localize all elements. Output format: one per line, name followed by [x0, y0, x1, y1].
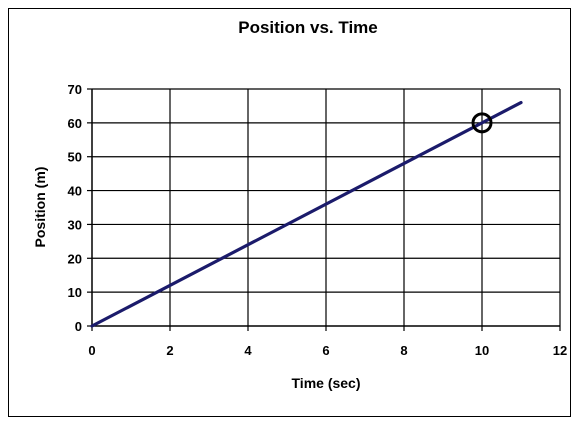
- y-tick-label: 50: [68, 150, 82, 165]
- axes: [87, 88, 561, 331]
- x-tick-label: 0: [88, 343, 95, 358]
- data-series: [90, 100, 523, 328]
- annotations: [471, 112, 493, 134]
- x-axis-label: Time (sec): [292, 375, 361, 391]
- y-tick-label: 40: [68, 184, 82, 199]
- x-tick-label: 4: [244, 343, 252, 358]
- circle-marker: [471, 112, 493, 134]
- chart-title: Position vs. Time: [238, 18, 378, 37]
- y-tick-label: 0: [75, 319, 82, 334]
- x-tick-label: 8: [400, 343, 407, 358]
- y-tick-label: 60: [68, 116, 82, 131]
- y-tick-label: 20: [68, 251, 82, 266]
- x-tick-label: 6: [322, 343, 329, 358]
- outer-border: [8, 8, 571, 417]
- y-tick-label: 10: [68, 285, 82, 300]
- y-tick-label: 30: [68, 217, 82, 232]
- x-tick-label: 10: [475, 343, 489, 358]
- series-line: [90, 100, 523, 328]
- tick-labels: 0 10 20 30 40 50 60 70 0 2 4 6 8 10 12: [68, 82, 568, 358]
- x-tick-label: 12: [553, 343, 567, 358]
- y-axis-label: Position (m): [32, 167, 48, 248]
- y-tick-label: 70: [68, 82, 82, 97]
- x-tick-label: 2: [166, 343, 173, 358]
